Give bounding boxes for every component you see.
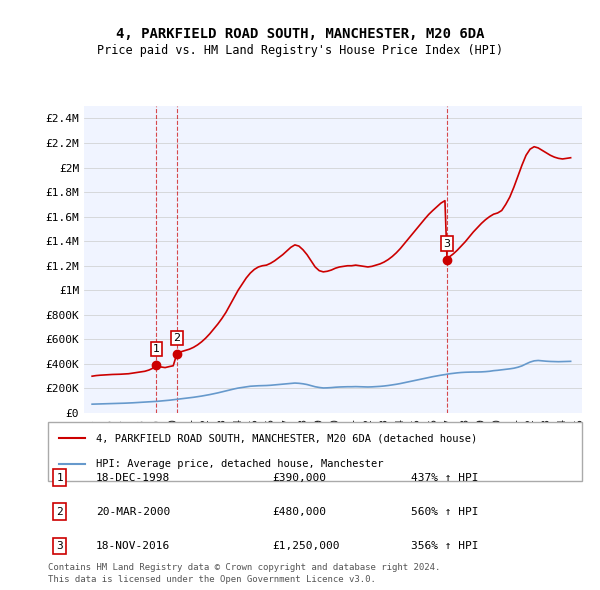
Text: This data is licensed under the Open Government Licence v3.0.: This data is licensed under the Open Gov… [48, 575, 376, 584]
Text: 18-NOV-2016: 18-NOV-2016 [96, 541, 170, 551]
Text: Contains HM Land Registry data © Crown copyright and database right 2024.: Contains HM Land Registry data © Crown c… [48, 563, 440, 572]
Text: 356% ↑ HPI: 356% ↑ HPI [411, 541, 479, 551]
Text: 437% ↑ HPI: 437% ↑ HPI [411, 473, 479, 483]
FancyBboxPatch shape [48, 422, 582, 481]
Text: Price paid vs. HM Land Registry's House Price Index (HPI): Price paid vs. HM Land Registry's House … [97, 44, 503, 57]
Text: 4, PARKFIELD ROAD SOUTH, MANCHESTER, M20 6DA: 4, PARKFIELD ROAD SOUTH, MANCHESTER, M20… [116, 27, 484, 41]
Text: 2: 2 [173, 333, 181, 343]
Text: £480,000: £480,000 [272, 507, 326, 517]
Text: 3: 3 [56, 541, 63, 551]
Text: 18-DEC-1998: 18-DEC-1998 [96, 473, 170, 483]
Text: 2: 2 [56, 507, 63, 517]
Text: 1: 1 [56, 473, 63, 483]
Text: 3: 3 [443, 238, 451, 248]
Text: £1,250,000: £1,250,000 [272, 541, 340, 551]
Text: HPI: Average price, detached house, Manchester: HPI: Average price, detached house, Manc… [96, 460, 383, 469]
Text: 20-MAR-2000: 20-MAR-2000 [96, 507, 170, 517]
Text: 4, PARKFIELD ROAD SOUTH, MANCHESTER, M20 6DA (detached house): 4, PARKFIELD ROAD SOUTH, MANCHESTER, M20… [96, 434, 478, 443]
Text: £390,000: £390,000 [272, 473, 326, 483]
Text: 1: 1 [153, 344, 160, 354]
Text: 560% ↑ HPI: 560% ↑ HPI [411, 507, 479, 517]
